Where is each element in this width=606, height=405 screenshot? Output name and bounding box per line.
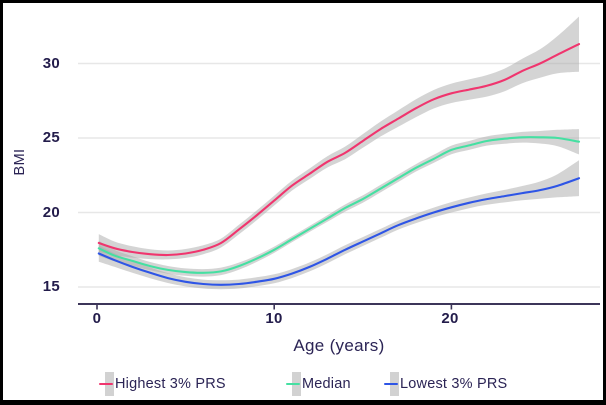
series-line	[97, 136, 581, 274]
line-swatch	[384, 382, 398, 386]
legend-item-highest-prs: Highest 3% PRS	[99, 371, 226, 397]
legend-swatch-lowest-prs	[384, 372, 399, 396]
legend-label: Lowest 3% PRS	[400, 376, 508, 392]
series-line	[97, 43, 581, 257]
x-axis	[78, 303, 600, 310]
legend-item-median: Median	[286, 371, 351, 397]
legend-label: Highest 3% PRS	[115, 376, 226, 392]
y-axis-title: BMI	[12, 148, 28, 176]
series-line	[97, 177, 581, 286]
x-tick-label-20: 20	[441, 310, 459, 327]
line-swatch	[99, 382, 113, 386]
legend-swatch-median	[286, 372, 301, 396]
x-tick-label-0: 0	[92, 310, 102, 327]
confidence-band	[98, 129, 580, 277]
series-lines	[97, 43, 581, 286]
confidence-bands	[98, 16, 580, 290]
legend-item-lowest-prs: Lowest 3% PRS	[384, 371, 508, 397]
line-swatch	[286, 382, 300, 386]
x-tick-label-10: 10	[265, 310, 283, 327]
legend: Highest 3% PRS Median Lowest 3% PRS	[3, 371, 603, 399]
x-axis-title: Age (years)	[293, 336, 385, 355]
y-tick-label-20: 20	[42, 204, 60, 221]
bmi-growth-chart-canvas	[78, 16, 600, 310]
y-tick-label-25: 25	[42, 129, 60, 146]
y-tick-label-30: 30	[42, 55, 60, 72]
confidence-band	[98, 160, 580, 290]
y-tick-label-15: 15	[42, 278, 60, 295]
legend-label: Median	[302, 376, 351, 392]
legend-swatch-highest-prs	[99, 372, 114, 396]
